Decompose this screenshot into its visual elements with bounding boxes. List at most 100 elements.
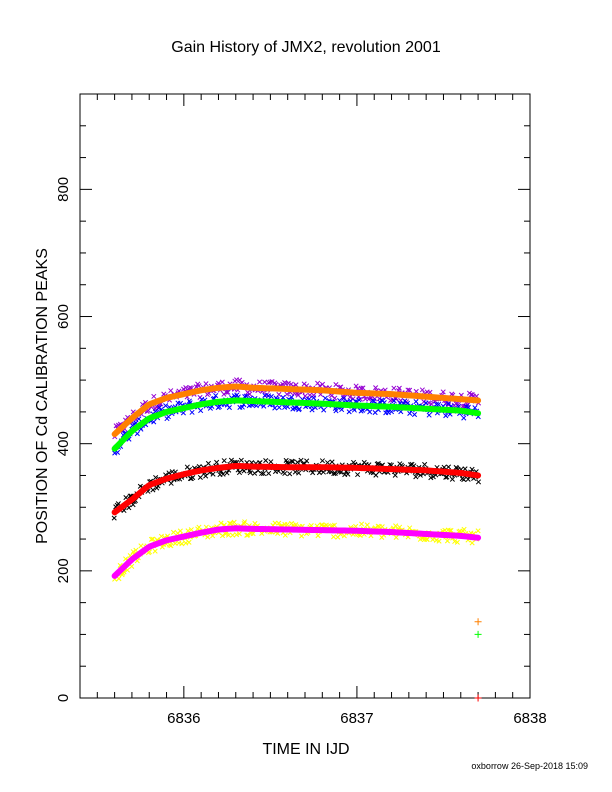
data-point <box>422 461 428 468</box>
x-tick-label: 6837 <box>340 710 373 727</box>
data-point <box>328 469 334 475</box>
data-point <box>391 385 397 391</box>
data-point <box>449 476 455 482</box>
data-point <box>176 540 182 546</box>
data-point <box>260 470 267 477</box>
data-point <box>197 474 203 481</box>
data-point <box>419 387 425 393</box>
data-point <box>150 536 156 542</box>
data-point <box>111 515 117 521</box>
y-tick-label: 0 <box>55 694 72 702</box>
data-point <box>454 539 460 545</box>
data-point <box>329 459 335 465</box>
axis-ticks <box>80 93 531 699</box>
data-point <box>262 379 268 385</box>
data-point <box>166 470 172 476</box>
plus-marker <box>474 618 482 626</box>
data-point <box>170 529 177 535</box>
data-point <box>443 413 449 419</box>
data-point <box>289 394 295 400</box>
data-point <box>247 391 253 397</box>
data-point <box>138 543 144 549</box>
data-point <box>284 522 290 528</box>
data-point <box>223 389 230 395</box>
data-point <box>475 528 481 534</box>
data-point <box>369 398 375 404</box>
data-point <box>219 379 225 385</box>
data-point <box>250 531 256 537</box>
data-point <box>345 471 351 477</box>
footer-credit: oxborrow 26-Sep-2018 15:09 <box>471 761 588 771</box>
plus-marker <box>474 630 482 638</box>
data-point <box>148 536 154 542</box>
data-point <box>268 459 274 465</box>
y-tick-label: 400 <box>55 431 72 456</box>
chart-title: Gain History of JMX2, revolution 2001 <box>171 39 441 56</box>
data-point <box>151 393 157 399</box>
series-line <box>111 383 482 438</box>
data-point <box>355 472 361 478</box>
data-point <box>445 464 452 470</box>
data-point <box>243 393 249 399</box>
data-point <box>276 391 282 398</box>
data-point <box>284 460 290 466</box>
data-point <box>469 466 475 472</box>
data-point <box>331 522 337 528</box>
data-point <box>296 470 302 476</box>
data-point <box>472 405 478 411</box>
data-point <box>253 403 259 409</box>
data-point <box>407 410 413 416</box>
data-point <box>302 393 308 399</box>
data-point <box>351 407 357 413</box>
tick-labels: 6836 6837 6838 0 200 400 600 800 <box>55 177 547 727</box>
data-point <box>469 540 475 546</box>
data-point <box>461 415 467 421</box>
data-point <box>315 533 321 539</box>
data-point <box>333 382 339 388</box>
data-point <box>393 534 399 541</box>
data-point <box>221 458 227 464</box>
data-point <box>424 536 430 542</box>
data-point <box>282 532 288 538</box>
data-point <box>257 379 263 385</box>
data-point <box>358 521 365 527</box>
data-point <box>179 541 185 547</box>
data-point <box>332 470 338 476</box>
data-point <box>268 393 274 400</box>
data-point <box>299 533 305 539</box>
x-axis-label: TIME IN IJD <box>262 741 349 758</box>
data-point <box>242 519 248 525</box>
data-point <box>443 474 449 480</box>
data-point <box>205 460 211 466</box>
data-point <box>294 459 301 465</box>
data-point <box>289 458 295 464</box>
data-point <box>340 394 347 400</box>
data-point <box>338 384 344 390</box>
data-point <box>332 395 338 401</box>
data-point <box>357 532 363 539</box>
data-point <box>405 387 411 393</box>
data-point <box>123 495 129 501</box>
data-point <box>413 474 419 480</box>
data-point <box>134 431 140 437</box>
data-point <box>225 532 232 538</box>
data-point <box>259 470 265 477</box>
data-point <box>331 471 337 477</box>
data-point <box>426 412 432 418</box>
data-point <box>228 521 234 527</box>
data-point <box>133 547 139 553</box>
data-point <box>177 528 183 534</box>
data-point <box>290 459 296 465</box>
data-point <box>413 398 419 405</box>
data-point <box>282 470 288 477</box>
data-point <box>150 487 156 493</box>
data-point <box>433 401 439 408</box>
data-point <box>427 389 433 395</box>
data-point <box>376 396 382 402</box>
data-point <box>310 470 316 476</box>
smoothed-lines <box>111 383 482 579</box>
data-point <box>423 400 429 406</box>
data-point <box>158 533 164 539</box>
data-point <box>339 407 345 413</box>
data-point <box>213 393 219 399</box>
